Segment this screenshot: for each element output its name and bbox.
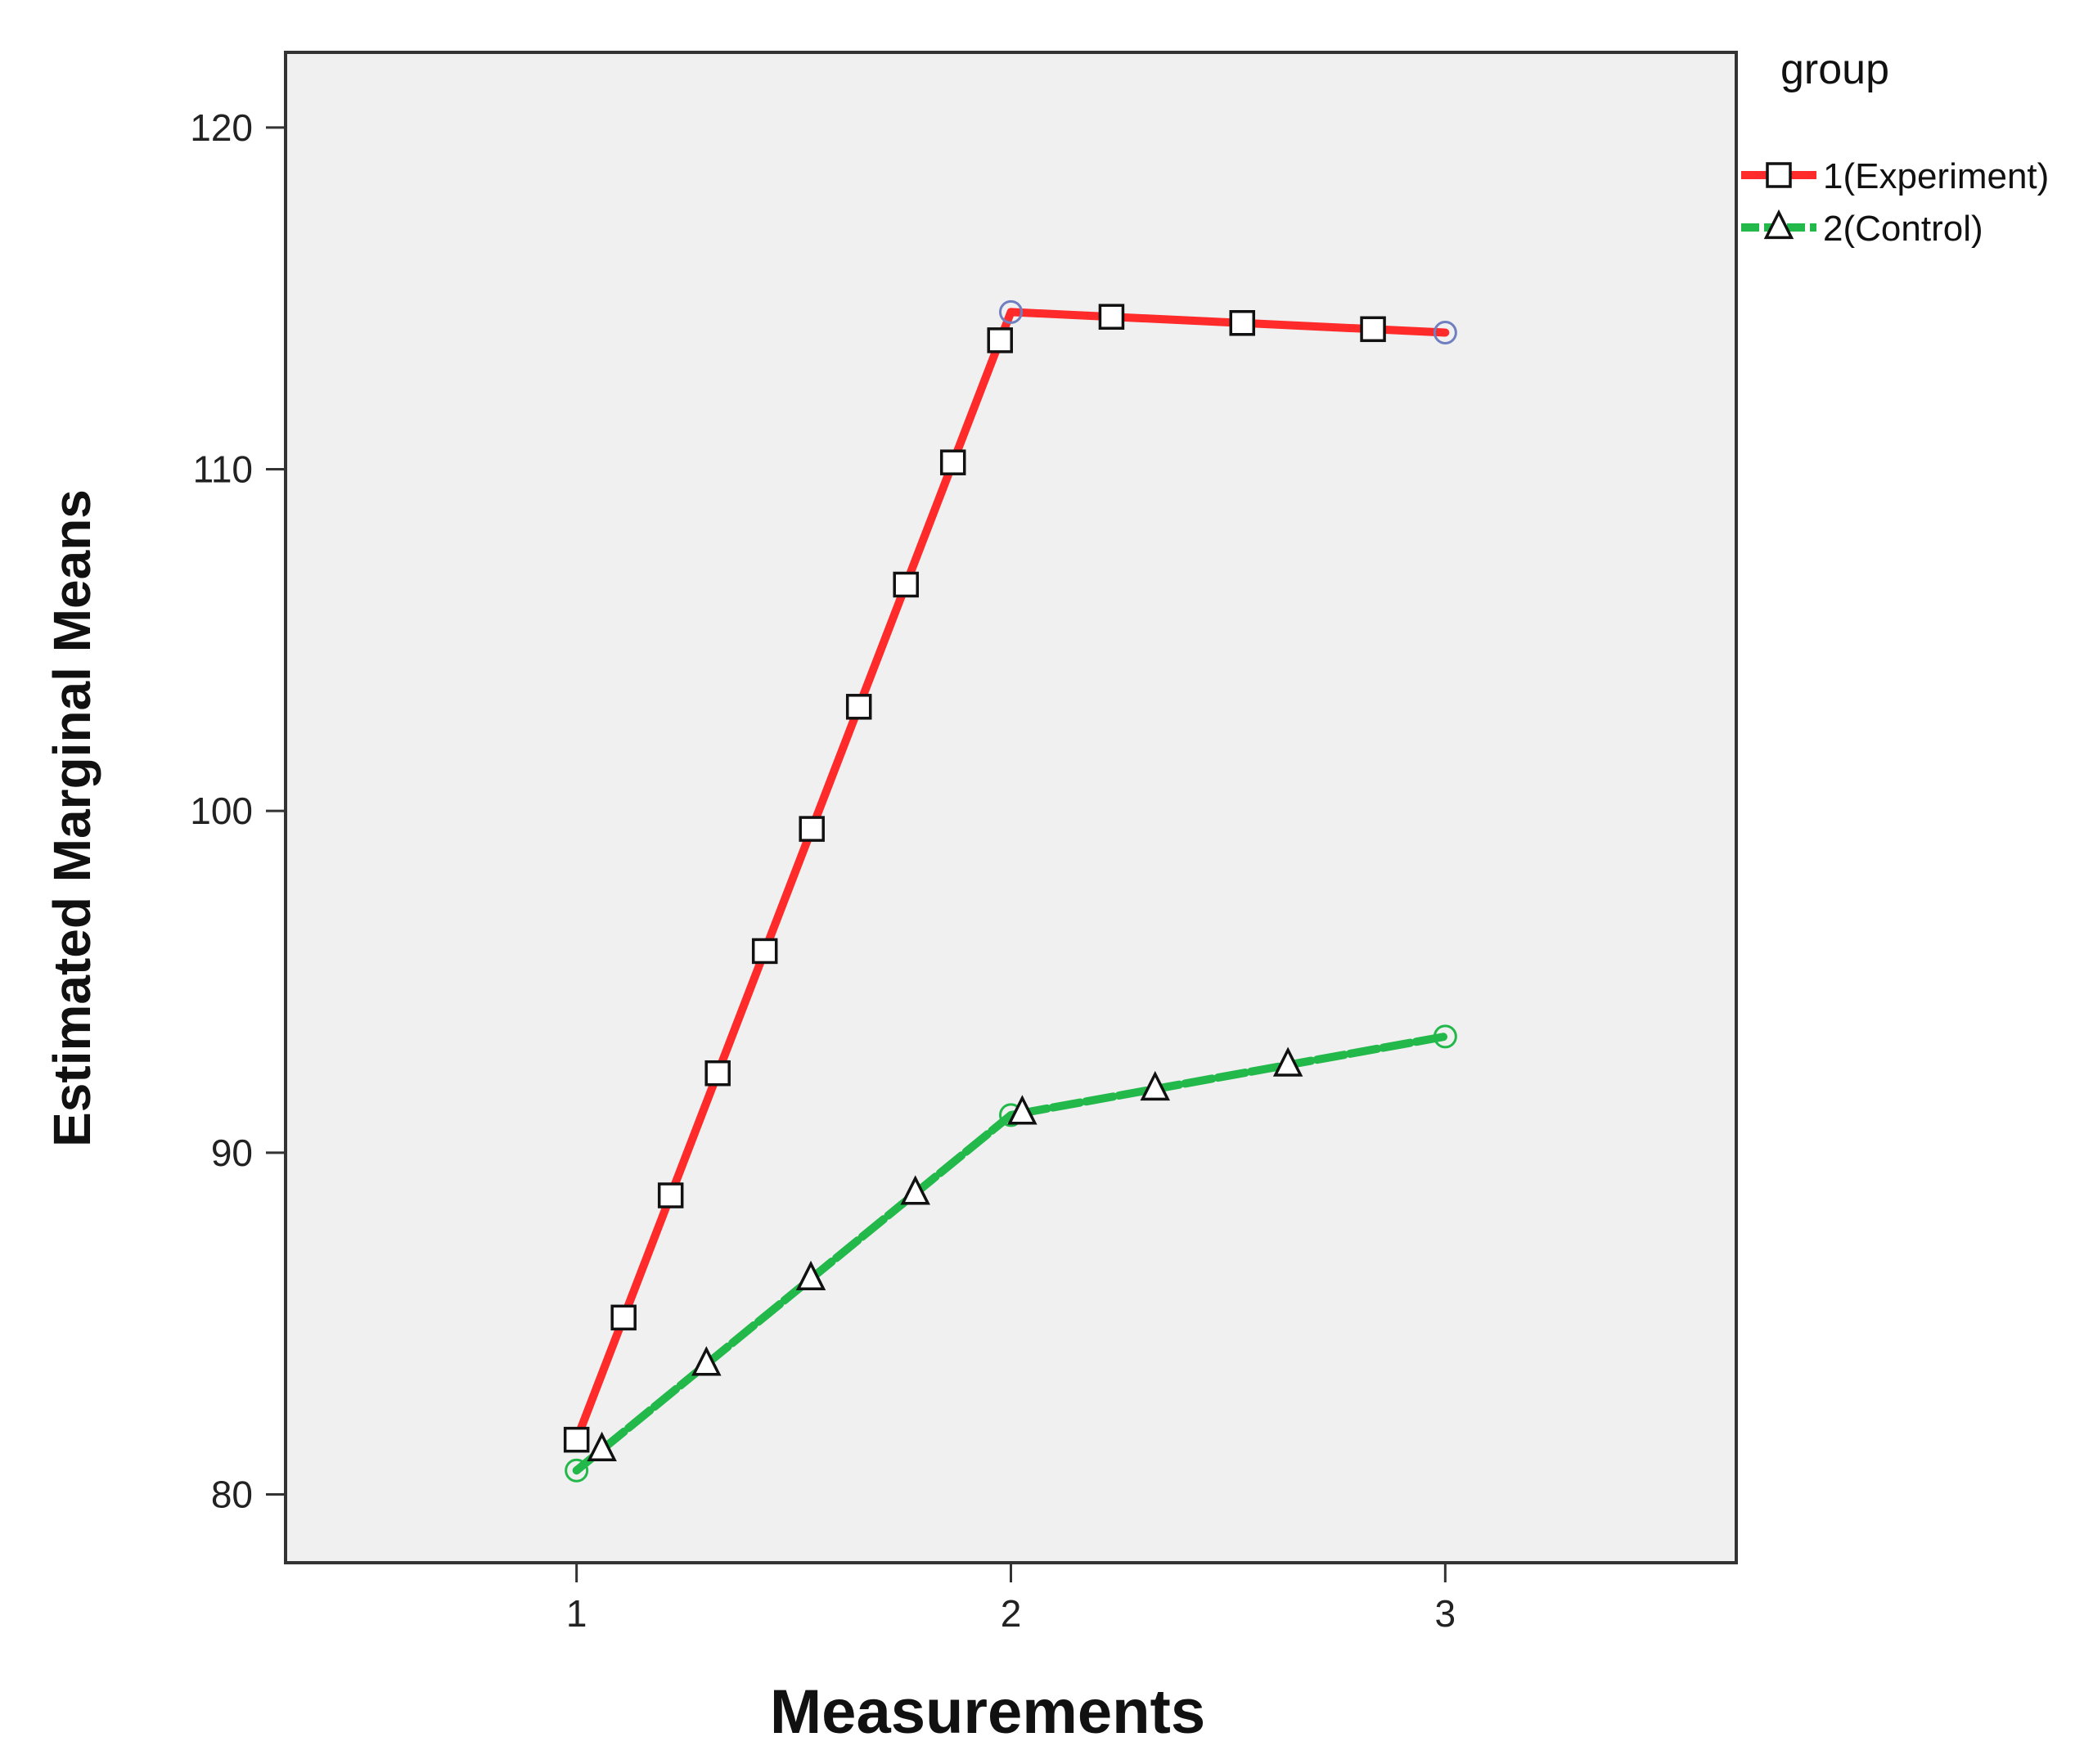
series-marker [900, 1175, 930, 1205]
series-marker [939, 449, 966, 475]
y-tick-label: 90 [211, 1132, 253, 1174]
legend-label: 2(Control) [1823, 209, 1983, 249]
series-marker [704, 1060, 731, 1087]
series-marker [1229, 310, 1256, 336]
series-marker [691, 1346, 722, 1376]
plot-area [284, 51, 1738, 1564]
series-marker [563, 1426, 590, 1453]
y-axis: 80 90 100 110 120 [190, 106, 286, 1515]
series-marker [657, 1182, 684, 1208]
series-marker [1360, 316, 1386, 343]
legend-items: 1(Experiment) 2(Control) [1741, 156, 2049, 249]
series-marker [795, 1260, 826, 1291]
legend: group 1(Experiment) 2(Control) [1741, 46, 2049, 249]
x-axis: 1 2 3 [566, 1563, 1456, 1635]
y-tick-label: 100 [190, 790, 253, 832]
data-point [1433, 1024, 1457, 1049]
y-tick-label: 80 [211, 1473, 253, 1515]
legend-marker [1766, 162, 1792, 188]
series-marker [1140, 1070, 1170, 1101]
data-point [1433, 320, 1457, 344]
legend-title: group [1780, 46, 1889, 93]
legend-marker [1763, 209, 1794, 240]
series-marker [799, 816, 825, 842]
series-layer [563, 299, 1457, 1483]
series-marker [893, 571, 919, 598]
series-1 [563, 299, 1457, 1453]
data-point [999, 299, 1023, 324]
x-tick-label: 3 [1435, 1592, 1456, 1635]
series-marker [751, 938, 778, 965]
x-axis-title: Measurements [770, 1677, 1205, 1747]
series-marker [1007, 1095, 1037, 1125]
x-tick-label: 1 [566, 1592, 587, 1635]
series-marker [987, 327, 1013, 353]
legend-item-1: 1(Experiment) [1741, 156, 2049, 196]
series-marker [1098, 304, 1125, 330]
series-marker [1272, 1046, 1303, 1077]
data-point [565, 1458, 589, 1483]
y-tick-label: 110 [193, 448, 253, 491]
x-tick-label: 2 [1001, 1592, 1022, 1635]
series-marker [587, 1431, 617, 1462]
series-marker [845, 694, 872, 720]
y-axis-title: Estimated Marginal Means [43, 489, 101, 1147]
series-line [572, 1032, 1450, 1475]
y-tick-label: 120 [190, 106, 253, 149]
legend-label: 1(Experiment) [1823, 156, 2049, 196]
series-2 [565, 1024, 1457, 1483]
legend-item-2: 2(Control) [1741, 209, 1983, 249]
series-marker [610, 1304, 637, 1331]
